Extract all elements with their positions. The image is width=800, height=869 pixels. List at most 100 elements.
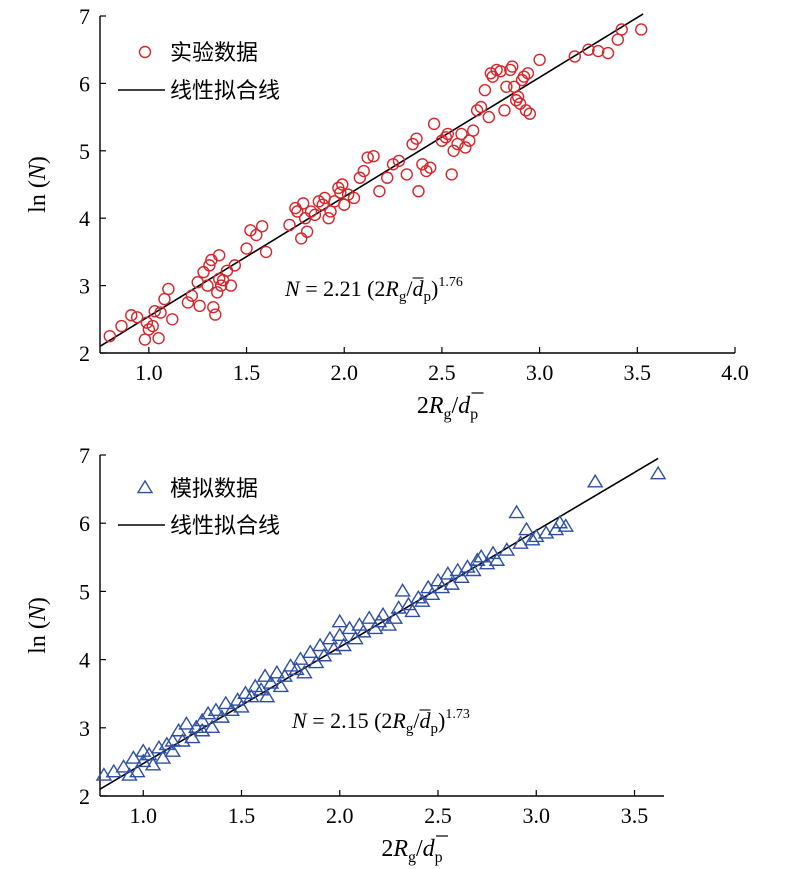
data-point [466, 124, 480, 137]
data-point [392, 154, 406, 168]
x-tick-label: 1.5 [233, 360, 261, 385]
data-point [243, 688, 260, 703]
x-axis-label-sub-g: g [444, 406, 452, 423]
legend-marker [138, 45, 152, 59]
data-point [635, 23, 648, 36]
data-point [203, 259, 216, 272]
y-axis-label: ln (N) [25, 597, 51, 654]
data-point [288, 661, 305, 676]
data-point [420, 164, 433, 178]
data-point [455, 127, 468, 141]
data-point [297, 197, 310, 210]
data-point [459, 141, 472, 154]
data-point [615, 23, 628, 36]
data-point [517, 70, 531, 83]
data-point [150, 739, 168, 754]
fit-equation-d: d [413, 276, 425, 301]
data-point [482, 110, 496, 124]
x-axis-label-d: d [458, 393, 471, 419]
x-tick-label: 3.0 [526, 360, 554, 385]
data-point [209, 308, 222, 321]
fit-equation-N: N [291, 708, 308, 733]
data-point [302, 644, 319, 659]
data-point [611, 33, 624, 46]
x-axis-label-R: R [392, 836, 408, 862]
data-point [144, 756, 162, 771]
legend-scatter-label: 模拟数据 [170, 477, 258, 502]
y-tick-label: 3 [79, 274, 90, 299]
data-point [229, 692, 246, 706]
data-point [130, 311, 144, 324]
x-axis-label-slash: / [452, 393, 459, 419]
data-point [322, 211, 335, 225]
data-point [207, 702, 225, 716]
data-point [207, 300, 220, 314]
data-point [459, 559, 476, 573]
y-axis-label-var: N [25, 603, 51, 622]
data-point [341, 188, 355, 201]
data-point [300, 225, 314, 238]
legend-marker [136, 479, 154, 494]
data-point [347, 191, 361, 205]
y-tick-label: 7 [79, 4, 90, 29]
data-point [374, 606, 392, 621]
data-point [199, 705, 217, 720]
data-point [240, 242, 253, 255]
data-point [335, 637, 352, 652]
y-tick-label: 6 [79, 71, 90, 96]
data-point [410, 132, 423, 145]
data-point [427, 117, 441, 131]
data-point [412, 185, 425, 198]
data-point [134, 743, 152, 757]
data-point [386, 158, 400, 171]
fit-equation-R: R [391, 708, 406, 733]
legend-line-label: 线性拟合线 [170, 514, 280, 539]
data-point [308, 208, 322, 222]
data-point [185, 289, 199, 302]
data-point [262, 675, 280, 689]
data-point [152, 331, 165, 345]
data-point [250, 228, 263, 242]
data-point [472, 548, 490, 563]
data-point [292, 651, 309, 665]
x-axis-label-R: R [428, 393, 444, 419]
data-point [211, 286, 224, 299]
fit-equation-sub-p: p [431, 721, 439, 737]
fit-equation-sub-g: g [399, 289, 407, 305]
data-point [400, 596, 417, 611]
data-point [511, 90, 525, 104]
data-point [283, 218, 296, 232]
data-point [214, 279, 228, 292]
x-tick-label: 2.5 [428, 360, 456, 385]
data-point [557, 518, 574, 532]
y-tick-label: 3 [79, 716, 90, 741]
data-point [272, 678, 290, 693]
data-point [140, 316, 154, 329]
data-point [568, 50, 581, 63]
x-axis-label: 2Rg/dp [381, 836, 442, 866]
chart-simulated: 1.0 1.5 2.0 2.5 3.0 3.5 2 3 4 5 6 7 ln (N) 2Rg/dp 模拟数据… [25, 443, 667, 866]
x-tick-label: 2.0 [326, 803, 354, 828]
data-point [394, 583, 411, 597]
data-point [601, 46, 615, 60]
data-point [115, 759, 132, 773]
data-point [252, 681, 270, 696]
data-point [247, 678, 264, 693]
data-point [586, 473, 604, 488]
data-point [158, 292, 171, 306]
data-point [217, 695, 235, 710]
data-point [524, 531, 541, 546]
data-point [331, 627, 348, 641]
data-point [336, 178, 349, 191]
data-point [498, 542, 516, 556]
data-point [357, 164, 370, 178]
data-point [447, 144, 460, 158]
data-point [373, 185, 386, 198]
y-axis-label: ln (N) [25, 156, 51, 213]
y-tick-label: 2 [79, 341, 90, 366]
data-point [134, 753, 152, 768]
data-point [237, 685, 254, 699]
fit-equation-R: R [384, 276, 399, 301]
data-point [355, 623, 372, 638]
data-point [188, 719, 205, 734]
